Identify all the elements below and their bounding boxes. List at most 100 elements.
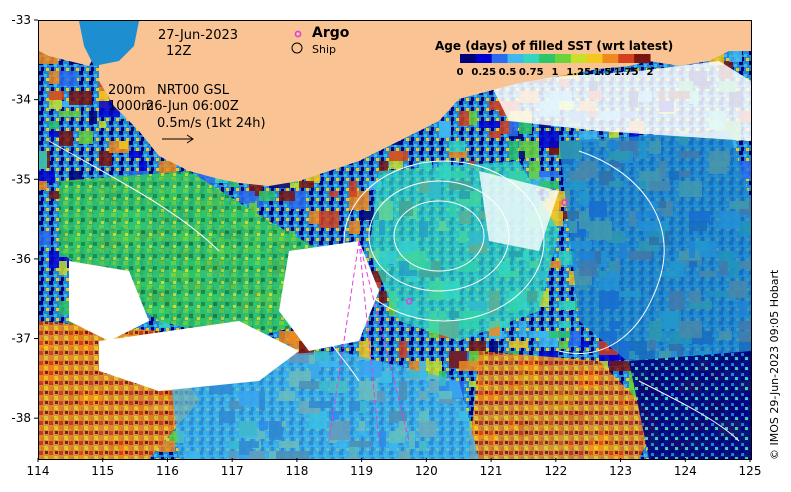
dark-region-southeast bbox=[629, 351, 751, 459]
glider-tracks bbox=[328, 240, 410, 442]
colorbar-segment bbox=[523, 54, 540, 63]
colorbar-tick-label: 0.5 bbox=[499, 67, 517, 78]
sst-cell bbox=[439, 121, 451, 136]
lon-tick-label: 122 bbox=[544, 464, 567, 478]
sst-cell bbox=[309, 211, 321, 224]
colorbar-segment bbox=[475, 54, 493, 63]
sst-cell bbox=[559, 341, 568, 349]
isobath-deep-label: 1000m bbox=[108, 99, 154, 114]
lon-tick-label: 118 bbox=[285, 464, 308, 478]
lon-tick-label: 116 bbox=[156, 464, 179, 478]
sst-cell bbox=[139, 161, 147, 171]
sst-cell bbox=[59, 71, 77, 86]
sst-cell bbox=[579, 131, 597, 142]
sst-cell bbox=[39, 151, 47, 169]
colorbar-segment bbox=[539, 54, 556, 63]
sst-cell bbox=[609, 131, 619, 140]
sst-cell bbox=[59, 131, 73, 146]
colorbar-ticks: 0 0.25 0.5 0.75 1 1.25 1.5 1.75 2 bbox=[457, 67, 654, 78]
sst-cell bbox=[509, 341, 528, 348]
longitude-ticks: 114 115 116 117 118 119 120 121 122 123 124 125 bbox=[27, 458, 761, 478]
colorbar-title: Age (days) of filled SST (wrt latest) bbox=[435, 39, 674, 53]
sst-cell bbox=[489, 341, 498, 357]
lon-tick-label: 114 bbox=[27, 464, 50, 478]
sst-cell bbox=[499, 321, 510, 328]
lon-tick-label: 121 bbox=[480, 464, 503, 478]
sst-cell bbox=[519, 121, 532, 134]
product-time-label: 26-Jun 06:00Z bbox=[146, 99, 239, 114]
sst-map bbox=[39, 21, 751, 459]
sst-cell bbox=[89, 111, 97, 124]
credit-label: © IMOS 29-Jun-2023 09:05 Hobart bbox=[768, 269, 781, 460]
sst-cell bbox=[319, 211, 339, 228]
sst-cell bbox=[49, 71, 60, 84]
sst-cell bbox=[349, 221, 360, 234]
sst-cell bbox=[489, 131, 501, 138]
colorbar-segment bbox=[570, 54, 588, 63]
sst-cell bbox=[49, 131, 59, 137]
sst-cell bbox=[69, 91, 92, 105]
sst-cell bbox=[99, 151, 112, 166]
sst-cell bbox=[379, 161, 388, 173]
no-data-south bbox=[99, 321, 299, 391]
sst-cell bbox=[129, 151, 142, 158]
sst-cell bbox=[329, 191, 338, 197]
latitude-ticks: -33 -34 -35 -36 -37 -38 bbox=[11, 13, 38, 425]
sst-cell bbox=[49, 121, 59, 129]
sst-cell bbox=[59, 111, 81, 117]
sst-cell bbox=[459, 361, 482, 371]
sst-cell bbox=[479, 121, 500, 128]
sst-cell bbox=[419, 361, 426, 380]
colorbar-segment bbox=[555, 54, 572, 63]
sst-cell bbox=[469, 111, 477, 125]
colorbar-segment bbox=[491, 54, 508, 63]
sst-cell bbox=[549, 261, 561, 268]
sst-cell bbox=[539, 131, 559, 148]
lon-tick-label: 115 bbox=[91, 464, 114, 478]
sst-cell bbox=[99, 121, 106, 128]
colorbar-tick-label: 1.25 bbox=[566, 67, 591, 78]
lon-tick-label: 120 bbox=[415, 464, 438, 478]
sst-cell bbox=[449, 141, 465, 152]
sst-cell bbox=[299, 181, 314, 188]
sst-cell bbox=[579, 341, 589, 347]
map-frame bbox=[38, 20, 752, 460]
sst-cell bbox=[559, 321, 571, 328]
sst-cell bbox=[539, 181, 559, 189]
sst-cell bbox=[519, 321, 526, 337]
sst-cell bbox=[549, 331, 570, 338]
ship-legend-label: Ship bbox=[312, 43, 336, 56]
colorbar-tick-label: 0.75 bbox=[519, 67, 544, 78]
colorbar-segment bbox=[460, 54, 477, 63]
colorbar-segment bbox=[602, 54, 619, 63]
argo-legend-label: Argo bbox=[312, 25, 350, 41]
sst-cell bbox=[99, 91, 108, 108]
sst-cell bbox=[359, 341, 371, 360]
hour-label: 12Z bbox=[166, 44, 192, 59]
sst-cell bbox=[389, 151, 408, 161]
sst-cell bbox=[239, 191, 255, 203]
lat-tick-label: -35 bbox=[11, 172, 31, 186]
sst-cell bbox=[509, 141, 518, 160]
no-data-central bbox=[279, 241, 379, 351]
colorbar-segment bbox=[618, 54, 635, 63]
sst-cell bbox=[49, 91, 64, 100]
colorbar-tick-label: 0 bbox=[457, 67, 464, 78]
sst-cell bbox=[379, 291, 387, 303]
sst-cell bbox=[39, 171, 55, 183]
sst-cell bbox=[499, 121, 512, 134]
no-data-northeast bbox=[489, 61, 751, 141]
sst-cell bbox=[369, 181, 381, 190]
lat-tick-label: -37 bbox=[11, 332, 31, 346]
sst-cell bbox=[559, 71, 578, 79]
colorbar-tick-label: 1.5 bbox=[594, 67, 612, 78]
sst-cell bbox=[609, 361, 632, 371]
argo-float-marker bbox=[561, 199, 568, 206]
sst-cell bbox=[489, 321, 500, 336]
sst-cell bbox=[449, 151, 467, 158]
sst-cell bbox=[39, 181, 47, 190]
lon-tick-label: 124 bbox=[674, 464, 697, 478]
lat-tick-label: -38 bbox=[11, 411, 31, 425]
current-contours bbox=[48, 140, 740, 442]
current-scale-label: 0.5m/s (1kt 24h) bbox=[157, 116, 266, 131]
